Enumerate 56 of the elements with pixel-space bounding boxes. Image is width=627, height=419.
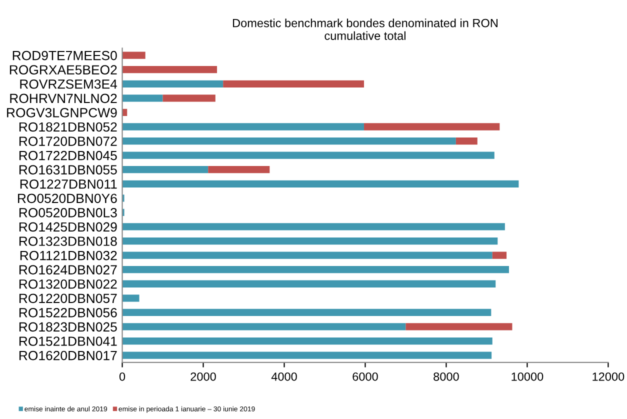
x-tick-label: 12000 xyxy=(592,372,624,381)
y-tick-label: RO0520DBN0Y6 xyxy=(18,194,117,204)
bar xyxy=(122,123,364,130)
y-tick-label: RO1823DBN025 xyxy=(19,322,117,332)
y-tick-label: RO1220DBN057 xyxy=(19,294,117,304)
x-tick-label: 10000 xyxy=(512,372,544,381)
bar xyxy=(208,166,270,174)
bar xyxy=(122,337,492,345)
y-tick-label: RO1722DBN045 xyxy=(19,150,117,160)
y-tick-label: ROGV3LGNPCW9 xyxy=(7,108,117,118)
x-tick-label: 4000 xyxy=(271,372,297,381)
bar xyxy=(122,266,509,274)
y-tick-label: RO1624DBN027 xyxy=(19,265,117,274)
x-tick-label: 0 xyxy=(119,372,126,381)
bar xyxy=(406,323,512,330)
y-tick-label: RO1320DBN022 xyxy=(19,279,117,289)
bar xyxy=(492,252,507,259)
x-tick-label: 8000 xyxy=(434,372,459,381)
y-tick-label: ROHRVN7NLNO2 xyxy=(10,94,117,104)
y-tick-label: RO1620DBN017 xyxy=(19,350,117,360)
y-tick-label: ROGRXAE5BEO2 xyxy=(10,65,117,75)
bar xyxy=(223,80,364,88)
bar xyxy=(122,223,505,230)
bar xyxy=(456,137,478,145)
y-tick-label: RO1522DBN056 xyxy=(19,308,117,318)
y-tick-label: ROD9TE7MEES0 xyxy=(12,50,117,60)
bar xyxy=(122,52,146,59)
bar xyxy=(122,137,456,145)
bar xyxy=(122,294,140,302)
bar xyxy=(122,66,218,74)
bar xyxy=(122,166,208,174)
y-tick-label: RO1323DBN018 xyxy=(19,236,117,246)
y-tick-label: RO1121DBN032 xyxy=(20,250,117,260)
bar xyxy=(122,80,224,88)
bar xyxy=(122,152,494,159)
bar xyxy=(122,323,406,330)
bar xyxy=(122,352,492,359)
bar xyxy=(122,280,496,288)
bar xyxy=(122,180,519,188)
bar xyxy=(162,94,216,102)
y-tick-label: RO1631DBN055 xyxy=(19,165,117,175)
y-tick-label: ROVRZSEM3E4 xyxy=(20,79,118,89)
x-tick-label: 2000 xyxy=(190,372,216,381)
y-tick-label: RO1720DBN072 xyxy=(19,136,117,146)
y-tick-label: RO1821DBN052 xyxy=(19,122,117,132)
bar xyxy=(364,123,500,130)
y-tick-label: RO1425DBN029 xyxy=(19,222,117,232)
x-tick-label: 6000 xyxy=(352,372,378,381)
bar xyxy=(122,237,498,245)
y-tick-label: RO1521DBN041 xyxy=(19,336,117,346)
y-tick-label: RO1227DBN011 xyxy=(20,179,117,189)
bar xyxy=(122,252,492,259)
y-tick-label: RO0520DBN0L3 xyxy=(19,208,117,218)
bar xyxy=(122,308,492,316)
bar xyxy=(122,94,163,102)
chart-title: Domestic benchmark bondes denominated in RON cumulative total xyxy=(232,18,498,40)
